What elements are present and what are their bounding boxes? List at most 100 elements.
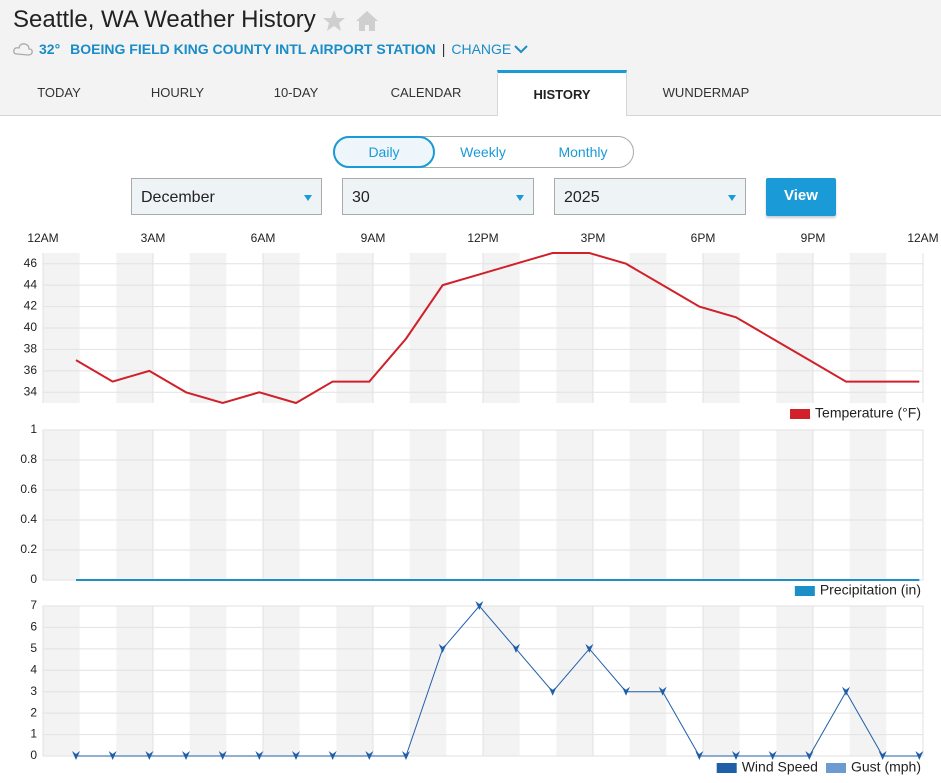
y-tick-label: 0 — [30, 572, 37, 586]
wind-marker — [438, 643, 447, 653]
y-tick-label: 0.2 — [20, 542, 37, 556]
home-icon[interactable] — [356, 11, 378, 31]
band-shade — [703, 606, 740, 756]
legend-label: Temperature (°F) — [815, 405, 921, 421]
wind-marker — [658, 686, 667, 696]
wind-marker — [548, 686, 557, 696]
x-tick-label: 3PM — [581, 231, 606, 245]
x-tick-label: 6PM — [691, 231, 716, 245]
band-shade — [629, 606, 667, 756]
nav-tab[interactable]: 10-DAY — [273, 85, 319, 100]
wind-marker — [218, 751, 227, 760]
band-shade — [43, 430, 80, 580]
wind-marker — [72, 751, 80, 760]
band-shade — [189, 606, 227, 756]
page-title: Seattle, WA Weather History — [13, 6, 316, 33]
x-tick-label: 12AM — [907, 231, 938, 245]
history-charts: 12AM 3AM 6AM 9AM 12PM 3PM 6PM 9PM 12AM3436384042… — [20, 231, 938, 775]
x-tick-label: 12AM — [27, 231, 58, 245]
data-line — [76, 605, 920, 757]
wind-marker — [292, 751, 300, 760]
wind-marker — [622, 686, 630, 696]
band-shade — [189, 430, 227, 580]
period-toggle: Daily Weekly Monthly — [333, 136, 634, 168]
wind-marker — [915, 751, 924, 760]
y-tick-label: 4 — [30, 662, 37, 676]
period-option[interactable]: Monthly — [558, 144, 608, 160]
band-shade — [776, 606, 813, 756]
y-tick-label: 0 — [30, 748, 37, 762]
wind-marker — [475, 601, 484, 610]
wind-marker — [108, 751, 117, 760]
x-tick-label: 12PM — [467, 231, 498, 245]
wind-marker — [182, 751, 190, 760]
wind-marker — [842, 686, 850, 696]
wind-marker — [805, 751, 814, 760]
band-shade — [409, 606, 447, 756]
nav-tab[interactable]: CALENDAR — [390, 85, 462, 100]
y-tick-label: 1 — [30, 422, 37, 436]
y-tick-label: 34 — [24, 384, 38, 398]
y-tick-label: 46 — [24, 256, 38, 270]
weather-icon — [13, 43, 33, 56]
separator: | — [441, 41, 446, 57]
band-shade — [629, 430, 667, 580]
band-shade — [409, 430, 447, 580]
wind-marker — [328, 751, 337, 760]
x-tick-label: 9AM — [361, 231, 386, 245]
x-tick-label: 3AM — [141, 231, 166, 245]
header-icons — [323, 10, 378, 31]
nav-tab[interactable]: HISTORY — [497, 70, 627, 116]
band-shade — [116, 606, 153, 756]
legend-label: Precipitation (in) — [820, 582, 921, 598]
nav-tab[interactable]: TODAY — [37, 85, 81, 100]
year-select[interactable]: 2025 — [554, 178, 746, 215]
x-tick-label: 6AM — [251, 231, 276, 245]
nav-tab[interactable]: WUNDERMAP — [662, 85, 750, 100]
y-tick-label: 38 — [24, 342, 38, 356]
view-button[interactable]: View — [766, 178, 836, 216]
wind-marker — [732, 751, 740, 760]
band-shade — [43, 606, 80, 756]
band-shade — [556, 430, 593, 580]
y-tick-label: 40 — [24, 320, 38, 334]
header-bar: Seattle, WA Weather History 32° BOEING F… — [0, 0, 941, 116]
x-tick-label: 9PM — [801, 231, 826, 245]
favorite-star[interactable] — [323, 10, 345, 31]
band-shade — [336, 430, 373, 580]
wind-marker — [255, 751, 264, 760]
legend-swatch — [825, 763, 846, 773]
band-shade — [263, 606, 300, 756]
y-tick-label: 0.8 — [20, 452, 37, 466]
y-tick-label: 3 — [30, 684, 37, 698]
data-line — [75, 252, 920, 405]
y-tick-label: 0.6 — [20, 482, 37, 496]
day-select[interactable]: 30 — [342, 178, 534, 215]
band-shade — [483, 430, 520, 580]
y-tick-label: 44 — [24, 277, 38, 291]
legend-swatch — [790, 409, 811, 419]
month-select[interactable]: December — [131, 178, 322, 215]
y-tick-label: 1 — [30, 727, 37, 741]
band-shade — [336, 606, 373, 756]
band-shade — [776, 430, 813, 580]
y-tick-label: 7 — [30, 598, 37, 612]
change-link[interactable]: CHANGE — [451, 41, 512, 57]
period-option[interactable]: Weekly — [460, 144, 506, 160]
period-option[interactable]: Daily — [333, 136, 435, 168]
wind-marker — [695, 751, 704, 760]
legend-swatch — [794, 586, 815, 596]
station-line: 32° BOEING FIELD KING COUNTY INTL AIRPOR… — [12, 40, 531, 58]
y-tick-label: 2 — [30, 705, 37, 719]
y-tick-label: 5 — [30, 641, 37, 655]
y-tick-label: 36 — [24, 363, 38, 377]
wind-marker — [768, 751, 777, 760]
wind-marker — [512, 643, 520, 653]
legend-label: Wind Speed — [742, 759, 818, 775]
wind-marker — [145, 751, 154, 760]
band-shade — [116, 430, 153, 580]
nav-tab[interactable]: HOURLY — [150, 85, 205, 100]
band-shade — [263, 430, 300, 580]
change-chevron[interactable] — [511, 42, 531, 56]
y-tick-label: 42 — [24, 299, 38, 313]
